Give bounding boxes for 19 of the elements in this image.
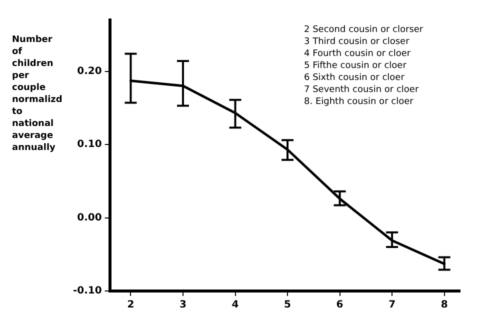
y-tick-label: 0.10 bbox=[77, 139, 102, 150]
x-tick-label: 6 bbox=[336, 300, 344, 311]
annotation: 5 Fifthe cousin or cloer bbox=[304, 60, 408, 72]
x-tick-label: 4 bbox=[232, 300, 239, 311]
y-tick-label: 0.00 bbox=[77, 212, 102, 224]
annotation: 2 Second cousin or clorser bbox=[304, 24, 424, 36]
annotation: 3 Third cousin or closer bbox=[304, 36, 410, 48]
x-tick-label: 2 bbox=[127, 300, 134, 311]
x-tick-label: 7 bbox=[388, 300, 396, 311]
y-tick-label: 0.20 bbox=[77, 66, 102, 77]
annotation: 6 Sixth cousin or cloer bbox=[304, 72, 406, 84]
annotation: 8. Eighth cousin or cloer bbox=[304, 96, 414, 108]
annotation: 4 Fourth cousin or cloer bbox=[304, 48, 412, 60]
y-tick-label: -0.10 bbox=[72, 286, 102, 297]
annotation: 7 Seventh cousin or cloer bbox=[304, 84, 420, 96]
text: Number of children per couple normalizd to national average annually bbox=[12, 35, 62, 153]
x-tick-label: 5 bbox=[284, 300, 292, 311]
x-tick-label: 3 bbox=[180, 300, 187, 311]
x-tick-label: 8 bbox=[440, 300, 448, 311]
